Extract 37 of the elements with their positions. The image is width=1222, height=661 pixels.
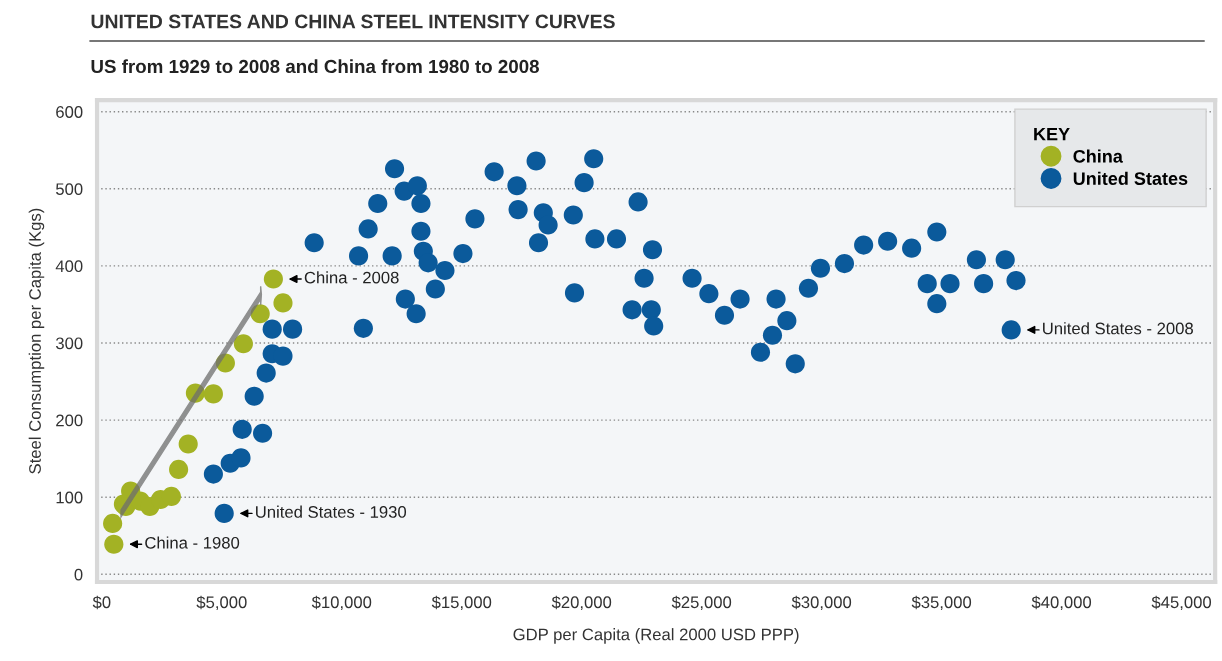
legend-label: United States (1073, 171, 1188, 185)
point (203, 384, 223, 404)
y-tick-label: 400 (55, 260, 83, 273)
annotation: United States - 2008 (1043, 322, 1193, 335)
x-tick-label: $10,000 (311, 595, 372, 611)
y-tick-label: 500 (56, 183, 83, 196)
annotation: China - 1980 (145, 536, 240, 549)
point (103, 513, 123, 533)
x-tick-label: $5,000 (196, 595, 247, 611)
y-tick-label: 300 (55, 337, 83, 350)
x-tick-label: $45,000 (1151, 595, 1212, 611)
point (169, 459, 189, 480)
annotation: China - 2008 (304, 271, 399, 284)
legend-label: China (1073, 149, 1123, 163)
y-tick-label: 200 (56, 414, 83, 427)
x-axis-title: GDP per Capita (Real 2000 USD PPP) (513, 628, 799, 644)
x-tick-label: $0 (92, 595, 111, 610)
x-tick-label: $25,000 (671, 595, 732, 611)
annotation: United States - 1930 (256, 505, 407, 518)
x-tick-label: $30,000 (791, 595, 852, 611)
point (178, 434, 198, 454)
x-tick-label: $35,000 (911, 595, 972, 611)
point (263, 269, 283, 289)
chart-title: UNITED STATES AND CHINA STEEL INTENSITY CURVES (91, 14, 615, 29)
point (104, 534, 124, 554)
y-axis-title: Steel Consumption per Capita (Kgs) (28, 208, 45, 474)
y-tick-label: 0 (74, 568, 83, 581)
x-tick-label: $15,000 (431, 595, 492, 611)
y-tick-label: 600 (56, 106, 83, 118)
point (161, 486, 181, 506)
y-tick-label: 100 (56, 491, 83, 504)
chart-subtitle: US from 1929 to 2008 and China from 1980 to 2008 (91, 59, 539, 74)
legend-title: KEY (1034, 127, 1070, 141)
point (233, 334, 253, 354)
x-tick-label: $20,000 (551, 595, 612, 611)
point (273, 293, 293, 313)
x-tick-label: $40,000 (1031, 595, 1092, 611)
